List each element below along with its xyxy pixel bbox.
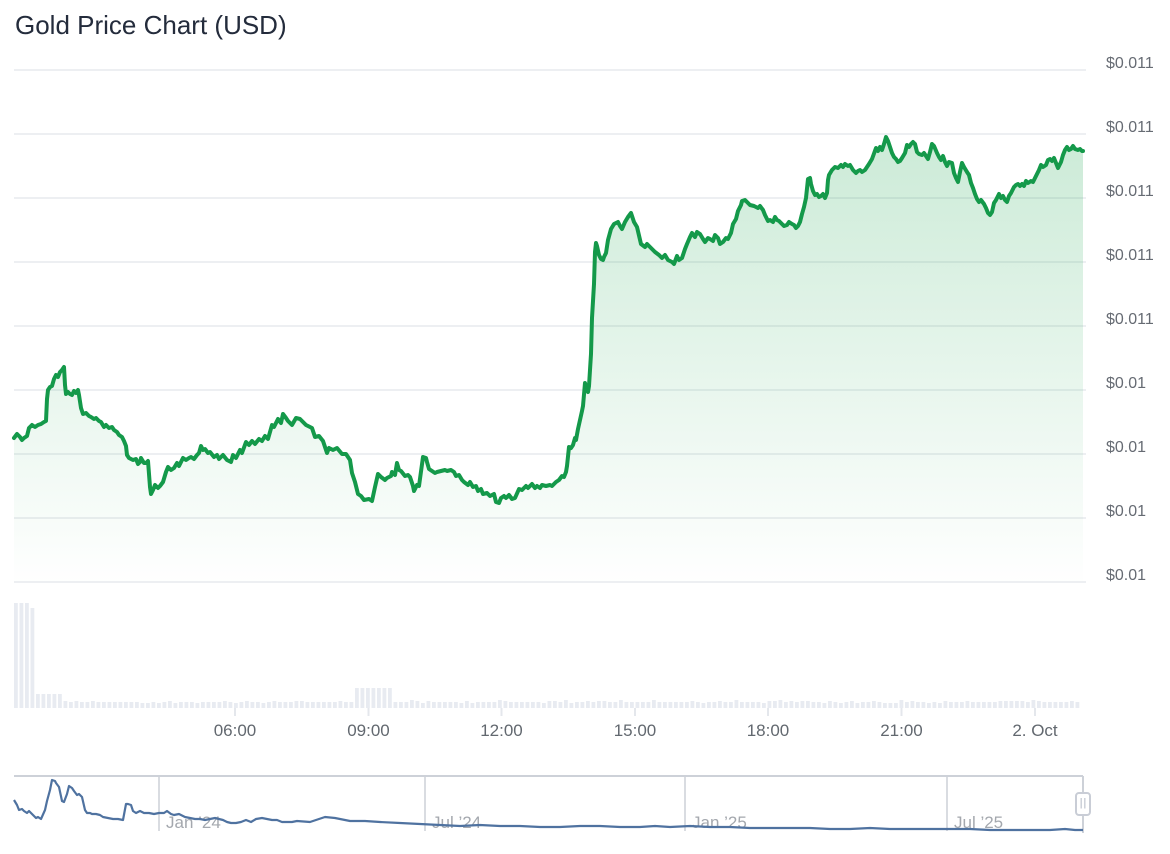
svg-text:18:00: 18:00: [747, 721, 790, 740]
svg-text:$0.011: $0.011: [1106, 119, 1154, 136]
svg-text:21:00: 21:00: [880, 721, 923, 740]
svg-text:$0.01: $0.01: [1106, 439, 1146, 456]
svg-text:$0.011: $0.011: [1106, 183, 1154, 200]
svg-text:15:00: 15:00: [614, 721, 657, 740]
svg-text:Gold Price Chart (USD): Gold Price Chart (USD): [15, 10, 287, 40]
svg-text:$0.01: $0.01: [1106, 503, 1146, 520]
svg-text:Jan ’24: Jan ’24: [166, 813, 221, 832]
svg-text:09:00: 09:00: [347, 721, 390, 740]
svg-text:Jul ’25: Jul ’25: [954, 813, 1003, 832]
svg-text:$0.011: $0.011: [1106, 55, 1154, 72]
svg-text:$0.01: $0.01: [1106, 567, 1146, 584]
svg-text:12:00: 12:00: [480, 721, 523, 740]
svg-text:$0.011: $0.011: [1106, 311, 1154, 328]
svg-text:Jul ’24: Jul ’24: [432, 813, 481, 832]
svg-text:$0.011: $0.011: [1106, 247, 1154, 264]
svg-text:$0.01: $0.01: [1106, 375, 1146, 392]
svg-text:Jan ’25: Jan ’25: [692, 813, 747, 832]
svg-text:2. Oct: 2. Oct: [1012, 721, 1058, 740]
svg-text:06:00: 06:00: [214, 721, 257, 740]
